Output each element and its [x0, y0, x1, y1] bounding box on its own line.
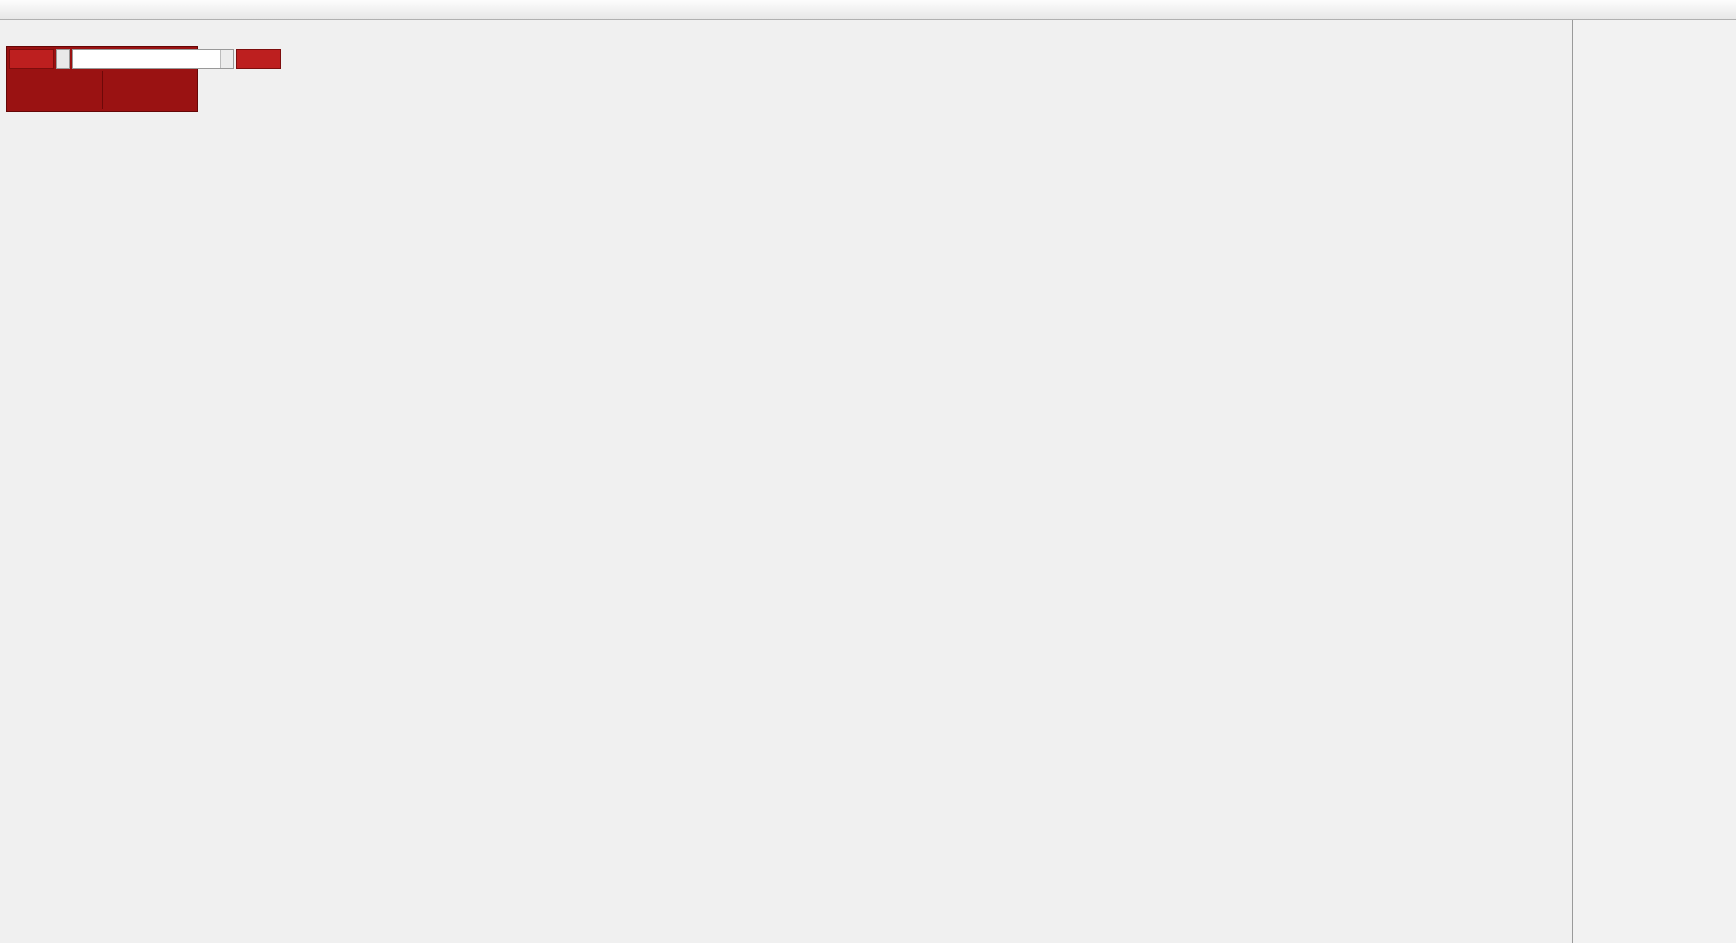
volume-field-wrap	[72, 49, 234, 69]
main-toolbar	[0, 0, 1736, 20]
spin-down-icon[interactable]	[221, 59, 233, 68]
price-axis[interactable]	[1530, 20, 1572, 925]
buy-button[interactable]	[236, 49, 281, 69]
rsi-indicator-label	[6, 758, 11, 768]
spin-up-icon[interactable]	[221, 50, 233, 59]
volume-dropdown-icon[interactable]	[56, 49, 70, 69]
volume-input[interactable]	[73, 50, 220, 68]
time-axis[interactable]	[0, 925, 1530, 943]
buy-price[interactable]	[103, 71, 196, 109]
one-click-trade-panel	[6, 46, 281, 112]
sell-price[interactable]	[9, 71, 102, 109]
right-empty-area	[1572, 20, 1736, 943]
macd-indicator-label	[6, 583, 16, 593]
volume-spinner[interactable]	[220, 50, 233, 68]
sell-button[interactable]	[9, 49, 54, 69]
price-divider	[101, 71, 103, 109]
